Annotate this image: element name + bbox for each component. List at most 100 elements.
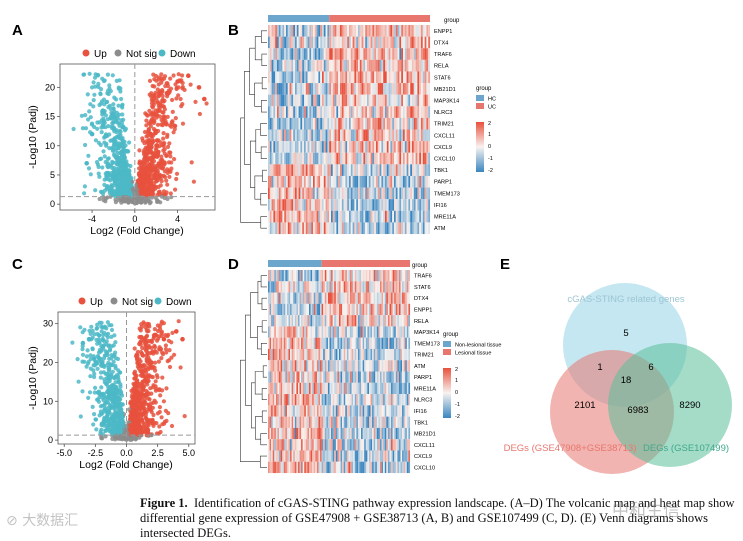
heatmap-cell <box>314 315 316 326</box>
heatmap-cell <box>361 293 363 304</box>
heatmap-cell <box>382 281 384 292</box>
heatmap-cell <box>318 304 320 315</box>
heatmap-cell <box>371 211 373 223</box>
heatmap-cell <box>385 153 387 165</box>
heatmap-cell <box>356 95 358 107</box>
heatmap-cell <box>367 106 369 118</box>
heatmap-cell <box>279 48 281 60</box>
heatmap-cell <box>286 199 288 211</box>
volcano-point <box>192 180 196 184</box>
heatmap-cell <box>417 211 419 223</box>
heatmap-cell <box>361 304 363 315</box>
heatmap-cell <box>421 83 423 95</box>
heatmap-cell <box>363 60 365 72</box>
heatmap-cell <box>302 48 304 60</box>
heatmap-cell <box>378 153 380 165</box>
heatmap-cell <box>344 130 346 142</box>
heatmap-cell <box>282 37 284 49</box>
heatmap-cell <box>383 71 385 83</box>
heatmap-cell <box>340 106 342 118</box>
dendrogram-branch <box>261 193 267 205</box>
volcano-point <box>82 72 86 76</box>
heatmap-cell <box>374 211 376 223</box>
volcano-point <box>175 86 179 90</box>
heatmap-cell <box>301 293 303 304</box>
heatmap-cell <box>393 293 395 304</box>
gene-label: PARP1 <box>434 180 452 186</box>
heatmap-cell <box>297 130 299 142</box>
heatmap-cell <box>293 153 295 165</box>
volcano-point <box>145 334 149 338</box>
heatmap-cell <box>410 25 412 37</box>
heatmap-cell <box>273 199 275 211</box>
heatmap-cell <box>360 95 362 107</box>
heatmap-cell <box>369 222 371 234</box>
heatmap-cell <box>333 118 335 130</box>
heatmap-cell <box>306 315 308 326</box>
heatmap-cell <box>274 315 276 326</box>
heatmap-cell <box>297 118 299 130</box>
heatmap-cell <box>279 37 281 49</box>
heatmap-cell <box>381 106 383 118</box>
volcano-point <box>205 101 209 105</box>
heatmap-cell <box>365 153 367 165</box>
heatmap-cell <box>342 130 344 142</box>
volcano-key-point-not-sig <box>130 436 135 441</box>
heatmap-cell <box>360 83 362 95</box>
heatmap-cell <box>347 222 349 234</box>
heatmap-cell <box>342 281 344 292</box>
heatmap-cell <box>383 222 385 234</box>
volcano-point <box>155 339 159 343</box>
heatmap-cell <box>277 71 279 83</box>
heatmap-cell <box>275 106 277 118</box>
heatmap-cell <box>338 188 340 200</box>
heatmap-cell <box>372 95 374 107</box>
heatmap-cell <box>392 83 394 95</box>
heatmap-cell <box>394 211 396 223</box>
volcano-key-point-not-sig <box>139 200 144 205</box>
heatmap-cell <box>301 281 303 292</box>
x-tick-label: 4 <box>175 214 180 224</box>
heatmap-cell <box>426 222 428 234</box>
heatmap-cell <box>372 71 374 83</box>
heatmap-cell <box>329 130 331 142</box>
heatmap-cell <box>295 141 297 153</box>
dendrogram-branch <box>262 77 267 89</box>
heatmap-cell <box>385 118 387 130</box>
volcano-point <box>92 93 96 97</box>
legend-label-down: Down <box>170 49 196 60</box>
heatmap-cell <box>311 281 313 292</box>
heatmap-cell <box>270 83 272 95</box>
heatmap-cell <box>315 106 317 118</box>
heatmap-cell <box>347 270 349 281</box>
heatmap-cell <box>383 48 385 60</box>
heatmap-cell <box>367 60 369 72</box>
heatmap-cell <box>311 60 313 72</box>
heatmap-cell <box>324 71 326 83</box>
heatmap-cell <box>388 281 390 292</box>
heatmap-cell <box>353 130 355 142</box>
volcano-point <box>164 409 168 413</box>
volcano-point <box>172 73 176 77</box>
heatmap-cell <box>387 176 389 188</box>
volcano-point <box>125 195 129 199</box>
heatmap-cell <box>371 270 373 281</box>
heatmap-cell <box>399 199 401 211</box>
heatmap-cell <box>353 141 355 153</box>
heatmap-cell <box>327 118 329 130</box>
heatmap-cell <box>333 176 335 188</box>
heatmap-cell <box>423 37 425 49</box>
volcano-point <box>107 156 111 160</box>
volcano-point <box>94 138 98 142</box>
heatmap-cell <box>354 164 356 176</box>
heatmap-cell <box>408 71 410 83</box>
heatmap-cell <box>423 176 425 188</box>
volcano-point <box>156 164 160 168</box>
heatmap-cell <box>272 25 274 37</box>
heatmap-cell <box>385 270 387 281</box>
heatmap-cell <box>394 60 396 72</box>
heatmap-cell <box>322 211 324 223</box>
heatmap-cell <box>335 211 337 223</box>
heatmap-cell <box>351 188 353 200</box>
